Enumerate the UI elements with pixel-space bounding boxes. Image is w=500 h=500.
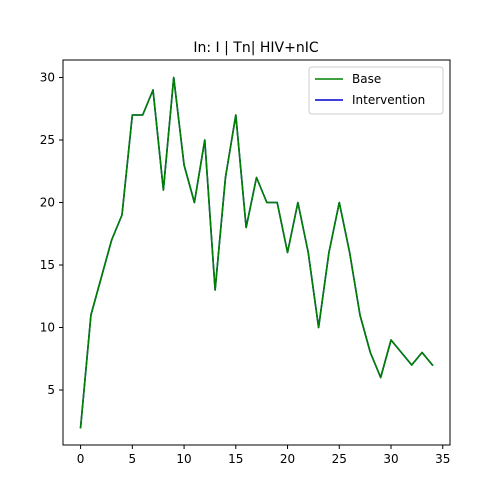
y-tick-label: 5 [47, 383, 55, 397]
x-tick-label: 5 [129, 452, 137, 466]
series-line-base [79, 76, 434, 429]
x-tick-label: 20 [280, 452, 295, 466]
legend: Base Intervention [308, 66, 444, 115]
x-axis: 0 5 10 15 20 25 30 35 [77, 445, 450, 466]
x-tick-label: 15 [228, 452, 243, 466]
y-tick-label: 15 [40, 258, 55, 272]
legend-label-intervention: Intervention [352, 93, 425, 107]
y-tick-label: 30 [40, 71, 55, 85]
y-tick-label: 25 [40, 133, 55, 147]
chart-title: In: I | Tn| HIV+nIC [193, 40, 318, 56]
y-tick-label: 10 [40, 321, 55, 335]
x-tick-label: 0 [77, 452, 85, 466]
x-tick-label: 30 [383, 452, 398, 466]
plot-area [62, 59, 451, 446]
x-tick-label: 25 [332, 452, 347, 466]
axes-frame [62, 59, 451, 446]
legend-label-base: Base [352, 72, 381, 86]
y-axis: 5 10 15 20 25 30 [40, 71, 63, 397]
y-tick-label: 20 [40, 196, 55, 210]
x-tick-label: 35 [435, 452, 450, 466]
x-tick-label: 10 [176, 452, 191, 466]
